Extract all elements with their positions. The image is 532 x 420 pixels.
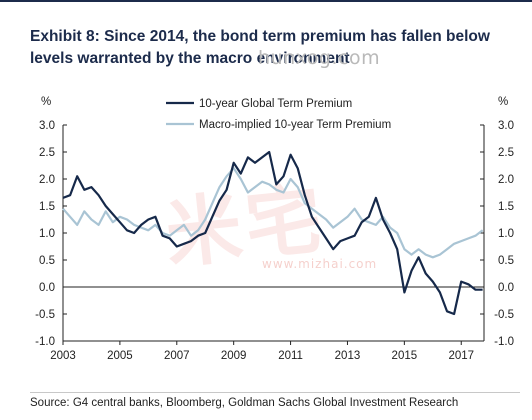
- watermark-url: hunxog.com: [258, 47, 381, 69]
- y-tick-label-right: 1.0: [498, 228, 514, 240]
- x-tick-label: 2013: [335, 350, 361, 362]
- x-tick-label: 2017: [448, 350, 474, 362]
- chart-title: Exhibit 8: Since 2014, the bond term pre…: [30, 28, 490, 67]
- y-tick-label-right: 3.0: [498, 120, 514, 132]
- legend-label-1: 10-year Global Term Premium: [199, 98, 352, 110]
- y-tick-label-right: -1.0: [494, 336, 514, 348]
- y-tick-label-left: 3.0: [39, 120, 55, 132]
- y-tick-label-right: 1.5: [498, 201, 514, 213]
- y-tick-label-left: -0.5: [35, 309, 55, 321]
- y-unit-right: %: [498, 96, 508, 108]
- y-tick-label-right: 2.0: [498, 174, 514, 186]
- x-tick-label: 2005: [107, 350, 133, 362]
- series-macro-implied-term-premium: [62, 167, 484, 259]
- series-layer: [62, 150, 484, 316]
- y-tick-label-right: 0.0: [498, 282, 514, 294]
- y-unit-left: %: [41, 96, 51, 108]
- x-axis: 2003 2005 2007 2009 2011 2013 2015 2017: [50, 286, 484, 362]
- y-tick-label-left: 2.5: [39, 147, 55, 159]
- series-global-term-premium: [62, 150, 483, 316]
- y-tick-label-right: 2.5: [498, 147, 514, 159]
- y-tick-label-left: 2.0: [39, 174, 55, 186]
- x-tick-label: 2007: [164, 350, 190, 362]
- x-tick-label: 2015: [392, 350, 418, 362]
- y-tick-label-left: 0.0: [39, 282, 55, 294]
- y-tick-label-right: -0.5: [494, 309, 514, 321]
- title-top-rule: [0, 0, 532, 2]
- y-tick-label-right: 0.5: [498, 255, 514, 267]
- y-tick-label-left: 1.5: [39, 201, 55, 213]
- y-axis-left: % 3.0 2.5 2.0 1.5 1.0 0.5 0.0 -0.5 -1.0: [35, 96, 67, 348]
- source-divider: [30, 392, 520, 393]
- x-tick-label: 2003: [50, 350, 76, 362]
- y-tick-label-left: 1.0: [39, 228, 55, 240]
- legend: 10-year Global Term Premium Macro-implied…: [166, 98, 391, 131]
- watermark-stamp-url: www.mizhai.com: [262, 257, 378, 271]
- x-tick-label: 2011: [278, 350, 303, 362]
- y-axis-right: % 3.0 2.5 2.0 1.5 1.0 0.5 0.0 -0.5 -1.0: [480, 96, 514, 348]
- source-note: Source: G4 central banks, Bloomberg, Gol…: [30, 397, 459, 409]
- legend-label-2: Macro-implied 10-year Term Premium: [199, 119, 391, 131]
- x-tick-label: 2009: [221, 350, 247, 362]
- y-tick-label-left: 0.5: [39, 255, 55, 267]
- y-tick-label-left: -1.0: [35, 336, 55, 348]
